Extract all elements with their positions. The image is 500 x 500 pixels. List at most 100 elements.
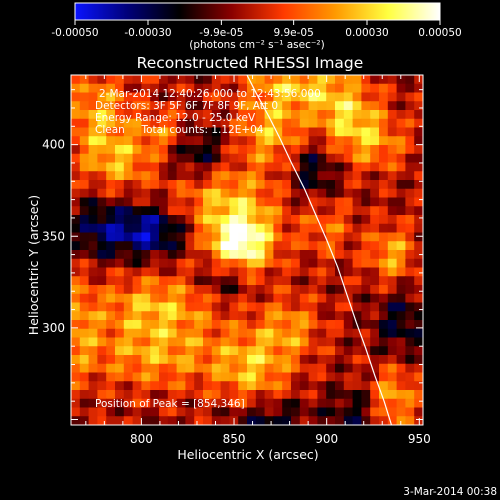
heatmap-cell — [97, 276, 107, 286]
heatmap-cell — [387, 206, 398, 216]
heatmap-cell — [291, 223, 301, 234]
heatmap-cell — [291, 276, 301, 286]
heatmap-cell — [211, 110, 222, 120]
heatmap-cell — [106, 118, 116, 129]
heatmap-cell — [238, 92, 248, 102]
heatmap-cell — [97, 337, 107, 347]
heatmap-cell — [159, 127, 169, 137]
heatmap-cell — [115, 390, 125, 400]
heatmap-cell — [308, 110, 318, 120]
heatmap-cell — [335, 75, 345, 85]
heatmap-cell — [352, 83, 362, 94]
heatmap-cell — [396, 92, 406, 102]
heatmap-cell — [203, 355, 213, 365]
heatmap-cell — [141, 197, 151, 207]
heatmap-cell — [123, 337, 134, 347]
heatmap-cell — [352, 267, 362, 277]
heatmap-cell — [88, 223, 98, 234]
heatmap-cell — [291, 302, 301, 312]
heatmap-cell — [159, 136, 169, 146]
heatmap-cell — [247, 250, 257, 260]
heatmap-cell — [159, 276, 169, 286]
heatmap-cell — [229, 92, 239, 102]
heatmap-cell — [115, 311, 125, 321]
heatmap-cell — [414, 101, 423, 111]
heatmap-cell — [299, 267, 310, 277]
heatmap-cell — [405, 302, 415, 312]
heatmap-cell — [211, 180, 222, 190]
heatmap-cell — [229, 372, 239, 382]
x-tick-label: 850 — [223, 432, 246, 446]
heatmap-cell — [141, 110, 151, 120]
heatmap-cell — [405, 293, 415, 304]
heatmap-cell — [88, 153, 98, 164]
heatmap-cell — [132, 320, 142, 330]
heatmap-cell — [220, 355, 230, 365]
heatmap-cell — [247, 363, 257, 374]
heatmap-cell — [167, 372, 178, 382]
heatmap-cell — [211, 215, 222, 225]
heatmap-cell — [299, 311, 310, 321]
heatmap-cell — [282, 258, 292, 269]
heatmap-cell — [396, 171, 406, 181]
heatmap-cell — [141, 381, 151, 391]
heatmap-cell — [370, 398, 380, 409]
heatmap-cell — [211, 355, 222, 365]
heatmap-cell — [203, 136, 213, 146]
heatmap-cell — [150, 398, 160, 409]
heatmap-cell — [185, 302, 195, 312]
heatmap-cell — [150, 337, 160, 347]
heatmap-cell — [299, 372, 310, 382]
heatmap-cell — [71, 110, 81, 120]
heatmap-cell — [352, 101, 362, 111]
heatmap-cell — [405, 381, 415, 391]
heatmap-cell — [220, 75, 230, 85]
heatmap-cell — [106, 416, 116, 425]
heatmap-cell — [264, 285, 274, 295]
heatmap-cell — [88, 355, 98, 365]
heatmap-cell — [414, 171, 423, 181]
heatmap-cell — [247, 136, 257, 146]
heatmap-cell — [203, 398, 213, 409]
heatmap-cell — [247, 127, 257, 137]
heatmap-cell — [335, 197, 345, 207]
heatmap-cell — [185, 136, 195, 146]
heatmap-cell — [150, 363, 160, 374]
heatmap-cell — [132, 83, 142, 94]
heatmap-cell — [132, 241, 142, 251]
heatmap-cell — [159, 381, 169, 391]
heatmap-cell — [238, 145, 248, 155]
heatmap-cell — [185, 355, 195, 365]
heatmap-cell — [299, 127, 310, 137]
heatmap-cell — [317, 92, 327, 102]
heatmap-cell — [159, 407, 169, 417]
heatmap-cell — [264, 346, 274, 356]
heatmap-cell — [273, 206, 283, 216]
heatmap-cell — [282, 285, 292, 295]
heatmap-cell — [308, 311, 318, 321]
heatmap-cell — [379, 153, 389, 164]
heatmap-cell — [97, 188, 107, 199]
heatmap-cell — [308, 276, 318, 286]
heatmap-cell — [299, 407, 310, 417]
heatmap-cell — [123, 293, 134, 304]
heatmap-cell — [379, 381, 389, 391]
heatmap-cell — [150, 258, 160, 269]
colorbar-ticks: -0.00050 -0.00030 -9.9e-05 9.9e-05 0.00030 0.… — [51, 20, 462, 39]
heatmap-cell — [361, 241, 371, 251]
heatmap-cell — [352, 145, 362, 155]
heatmap-cell — [335, 398, 345, 409]
heatmap-cell — [106, 346, 116, 356]
heatmap-cell — [370, 153, 380, 164]
heatmap-cell — [238, 188, 248, 199]
heatmap-cell — [255, 302, 266, 312]
heatmap-cell — [387, 267, 398, 277]
heatmap-cell — [387, 171, 398, 181]
heatmap-cell — [106, 241, 116, 251]
heatmap-cell — [343, 241, 354, 251]
heatmap-cell — [185, 145, 195, 155]
heatmap-cell — [150, 407, 160, 417]
heatmap-cell — [123, 223, 134, 234]
heatmap-cell — [361, 250, 371, 260]
